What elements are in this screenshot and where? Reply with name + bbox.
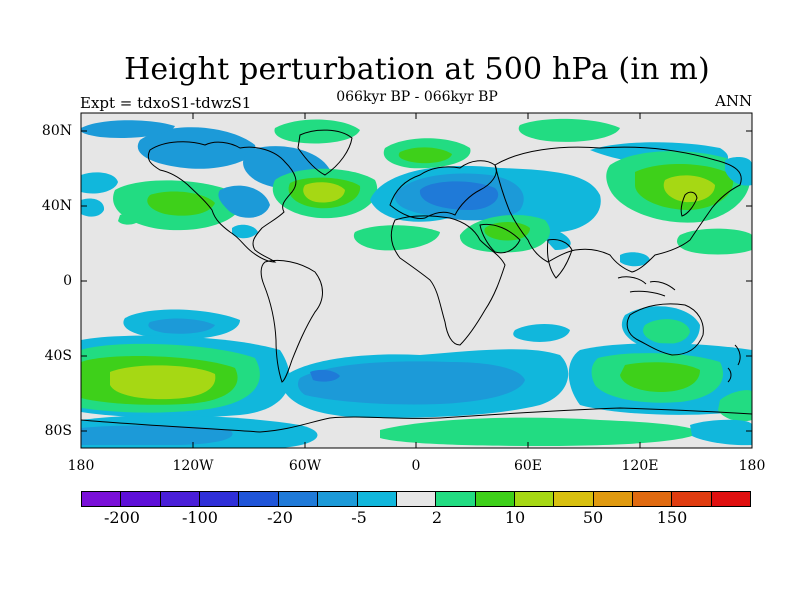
contour-pos-south-indian-core: [620, 362, 700, 392]
coastline-asia: [494, 146, 742, 273]
experiment-label: Expt = tdxoS1-tdwzS1: [80, 94, 252, 112]
contour-neg-south-indian-north: [513, 324, 570, 342]
contour-neg-east-pacific-2: [81, 198, 105, 217]
colorbar-swatch: [475, 492, 515, 506]
coastline-indonesia: [617, 276, 676, 297]
coastline-australia: [626, 303, 704, 356]
colorbar-label: 2: [431, 508, 443, 527]
colorbar: [81, 491, 751, 507]
lat-label-80n: 80N: [41, 123, 72, 139]
lat-label-40s: 40S: [44, 348, 72, 364]
contour-neg-tropical-pacific: [232, 224, 258, 239]
colorbar-label: -5: [351, 508, 367, 527]
contour-pos-south-pacific-core: [110, 365, 216, 400]
colorbar-label: 10: [504, 508, 526, 527]
contour-pos-north-atlantic-core: [303, 182, 345, 203]
colorbar-swatch: [278, 492, 319, 506]
contour-neg-antarctic-west-core: [81, 425, 233, 445]
lon-label-60w: 60W: [288, 458, 322, 474]
contour-neg-south-pacific-north-core: [148, 318, 215, 334]
colorbar-swatch: [396, 492, 437, 506]
contour-field: [81, 118, 752, 448]
period-label: 066kyr BP - 066kyr BP: [336, 89, 498, 105]
contour-pos-siberia: [518, 118, 620, 142]
contour-pos-ne-pacific-core: [147, 191, 215, 216]
coastline-greenland: [297, 129, 353, 176]
contour-neg-antarctic-east: [690, 419, 752, 446]
lon-label-120w: 120W: [172, 458, 214, 474]
colorbar-label: -200: [104, 508, 140, 527]
plot-title: Height perturbation at 500 hPa (in m): [124, 52, 710, 87]
axis-ticks: [80, 113, 753, 448]
contour-neg-pacific-arctic: [81, 120, 175, 138]
lat-label-40n: 40N: [41, 198, 72, 214]
colorbar-swatch: [514, 492, 555, 506]
contour-neg-alaska: [137, 127, 256, 169]
colorbar-label: 150: [656, 508, 688, 527]
contour-pos-australia: [643, 319, 690, 344]
coastline-antarctica: [81, 407, 752, 433]
lon-label-60e: 60E: [513, 458, 543, 474]
contour-pos-atlantic-tongue: [353, 225, 440, 251]
colorbar-swatch: [121, 492, 161, 506]
lat-label-eq: 0: [63, 273, 72, 289]
contour-neg-south-atlantic-deep: [310, 369, 340, 382]
coastlines: [81, 129, 752, 433]
colorbar-swatch: [711, 492, 751, 506]
coastline-europe: [389, 160, 497, 219]
contour-neg-europe-core: [419, 181, 499, 210]
colorbar-swatch: [160, 492, 201, 506]
lon-label-120e: 120E: [621, 458, 659, 474]
contour-pos-barents-core: [398, 147, 452, 164]
coastline-north-america: [147, 141, 297, 263]
colorbar-swatch: [593, 492, 634, 506]
contour-pos-arctic-canada: [274, 119, 360, 144]
colorbar-swatch: [633, 492, 673, 506]
colorbar-swatch: [554, 492, 594, 506]
colorbar-swatch: [436, 492, 476, 506]
colorbar-swatch: [318, 492, 358, 506]
colorbar-swatch: [239, 492, 279, 506]
contour-neg-south-atlantic-core: [297, 361, 525, 405]
contour-pos-nw-pacific-core: [663, 175, 715, 203]
colorbar-swatch: [82, 492, 122, 506]
colorbar-label: -100: [182, 508, 218, 527]
coastline-south-america: [260, 259, 323, 383]
coastline-new-zealand: [727, 344, 741, 383]
contour-pos-tropical-pacific: [118, 213, 140, 225]
contour-neg-indonesia: [620, 252, 650, 267]
coastline-japan: [680, 191, 698, 217]
coastline-arabia: [479, 223, 521, 254]
coastline-india: [547, 239, 573, 279]
colorbar-swatch: [357, 492, 397, 506]
lon-label-180w: 180: [67, 458, 95, 474]
coastline-africa: [390, 215, 506, 346]
colorbar-swatch: [200, 492, 240, 506]
contour-neg-east-pacific: [81, 172, 118, 194]
season-label: ANN: [715, 92, 753, 110]
colorbar-label: -20: [267, 508, 293, 527]
lon-label-0: 0: [411, 458, 421, 474]
contour-pos-antarctic-east: [380, 417, 700, 446]
contour-pos-west-pacific-tropics: [677, 228, 752, 255]
lon-label-180e: 180: [738, 458, 766, 474]
contour-neg-west-us: [218, 185, 270, 218]
colorbar-label: 50: [582, 508, 604, 527]
lat-label-80s: 80S: [44, 423, 72, 439]
colorbar-swatch: [672, 492, 712, 506]
